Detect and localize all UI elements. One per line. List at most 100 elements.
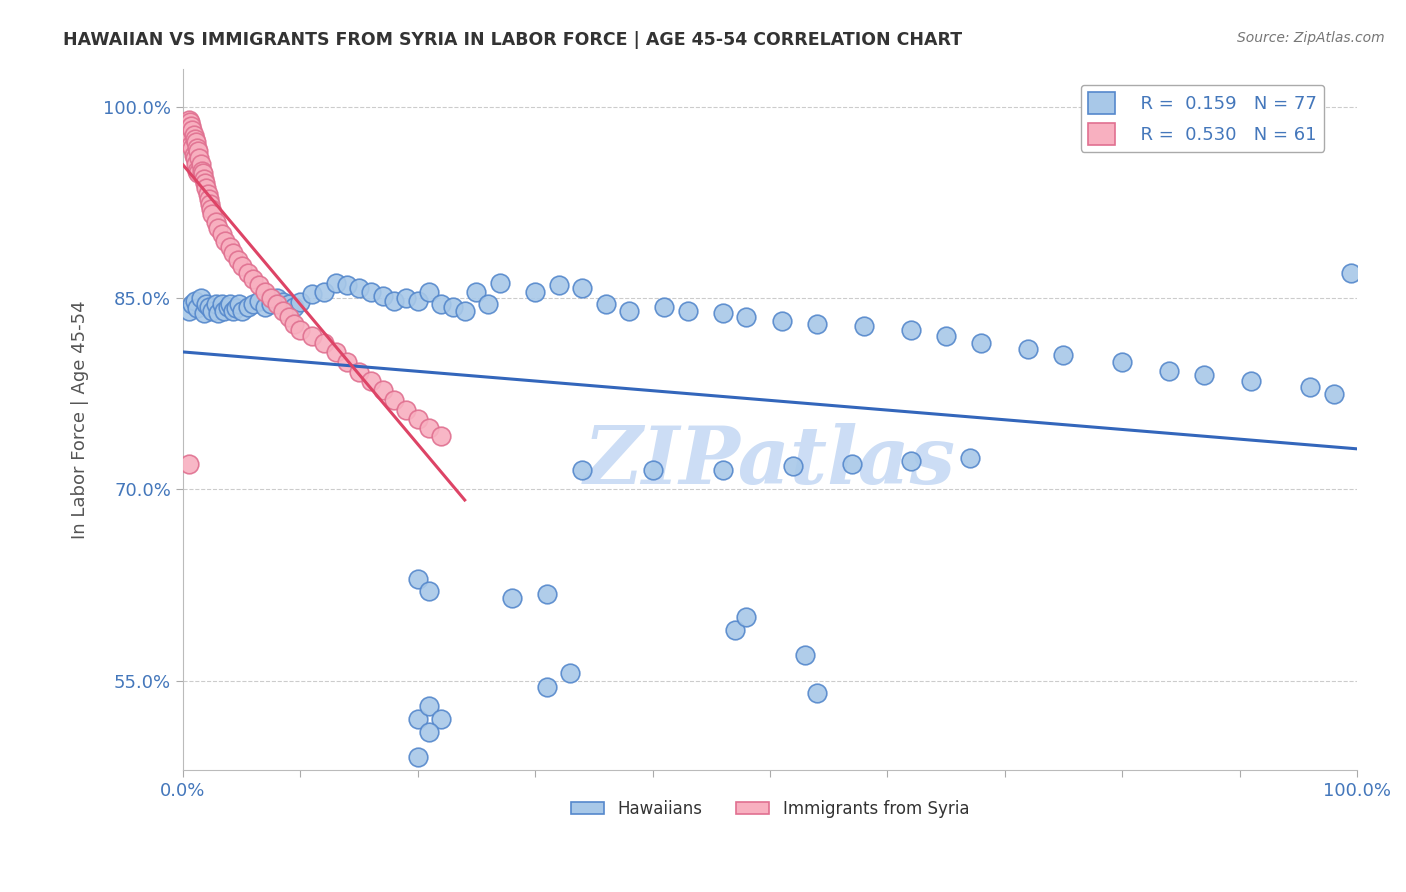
Point (676, 303, 699, 318)
Point (187, 145, 209, 159)
Point (406, 412, 429, 426)
Point (188, 151, 211, 165)
Point (197, 300, 219, 314)
Point (347, 365, 370, 379)
Point (247, 293, 270, 308)
Point (181, 140, 204, 154)
Point (560, 666, 582, 681)
Point (283, 317, 305, 331)
Point (1159, 364, 1181, 378)
Point (260, 297, 283, 311)
Point (180, 119, 202, 133)
Point (806, 317, 828, 331)
Point (1299, 380, 1322, 394)
Point (236, 266, 259, 280)
Point (190, 163, 212, 178)
Point (222, 303, 245, 318)
Point (254, 285, 277, 299)
Point (301, 287, 323, 301)
Point (617, 303, 640, 318)
Point (186, 301, 208, 316)
Point (214, 234, 236, 248)
Point (186, 140, 208, 154)
Point (325, 276, 347, 290)
Point (204, 214, 226, 228)
Point (277, 310, 299, 325)
Point (193, 172, 215, 186)
Point (204, 297, 226, 311)
Point (212, 303, 235, 318)
Point (217, 300, 239, 314)
Point (183, 293, 205, 308)
Point (735, 610, 758, 624)
Point (770, 314, 793, 328)
Point (201, 303, 224, 318)
Point (1322, 386, 1344, 401)
Point (1111, 355, 1133, 369)
Point (571, 281, 593, 295)
Point (477, 297, 499, 311)
Point (524, 285, 547, 299)
Point (336, 278, 359, 293)
Point (211, 227, 233, 242)
Point (247, 278, 270, 293)
Point (266, 297, 288, 311)
Point (959, 450, 981, 465)
Point (325, 344, 347, 359)
Point (301, 329, 323, 343)
Point (283, 300, 305, 314)
Point (418, 584, 440, 599)
Point (180, 138, 202, 153)
Point (177, 303, 200, 318)
Point (231, 259, 253, 273)
Point (418, 285, 440, 299)
Point (547, 278, 569, 293)
Point (198, 196, 221, 211)
Point (336, 355, 359, 369)
Point (219, 240, 242, 254)
Point (177, 112, 200, 127)
Point (595, 297, 617, 311)
Point (1194, 368, 1216, 382)
Point (225, 301, 247, 316)
Point (900, 454, 922, 468)
Point (900, 323, 922, 337)
Point (406, 712, 429, 726)
Point (184, 157, 207, 171)
Y-axis label: In Labor Force | Age 45-54: In Labor Force | Age 45-54 (72, 300, 89, 539)
Point (1240, 374, 1263, 388)
Point (430, 429, 453, 443)
Point (418, 421, 440, 435)
Point (711, 306, 734, 320)
Point (190, 291, 212, 305)
Point (312, 335, 335, 350)
Point (465, 285, 488, 299)
Point (207, 306, 229, 320)
Point (395, 291, 418, 305)
Point (195, 181, 218, 195)
Point (197, 186, 219, 201)
Point (183, 148, 205, 162)
Point (724, 623, 747, 637)
Point (181, 297, 204, 311)
Point (382, 393, 405, 408)
Point (1340, 266, 1362, 280)
Text: Source: ZipAtlas.com: Source: ZipAtlas.com (1237, 31, 1385, 45)
Point (641, 463, 664, 477)
Point (536, 587, 558, 601)
Point (271, 303, 294, 318)
Point (219, 297, 242, 311)
Point (183, 131, 205, 145)
Point (406, 572, 429, 586)
Point (430, 297, 453, 311)
Point (841, 457, 863, 471)
Point (266, 291, 288, 305)
Point (177, 125, 200, 139)
Point (228, 297, 250, 311)
Point (1017, 342, 1039, 356)
Point (254, 300, 277, 314)
Point (277, 297, 299, 311)
Point (382, 293, 405, 308)
Point (222, 246, 245, 260)
Point (191, 166, 214, 180)
